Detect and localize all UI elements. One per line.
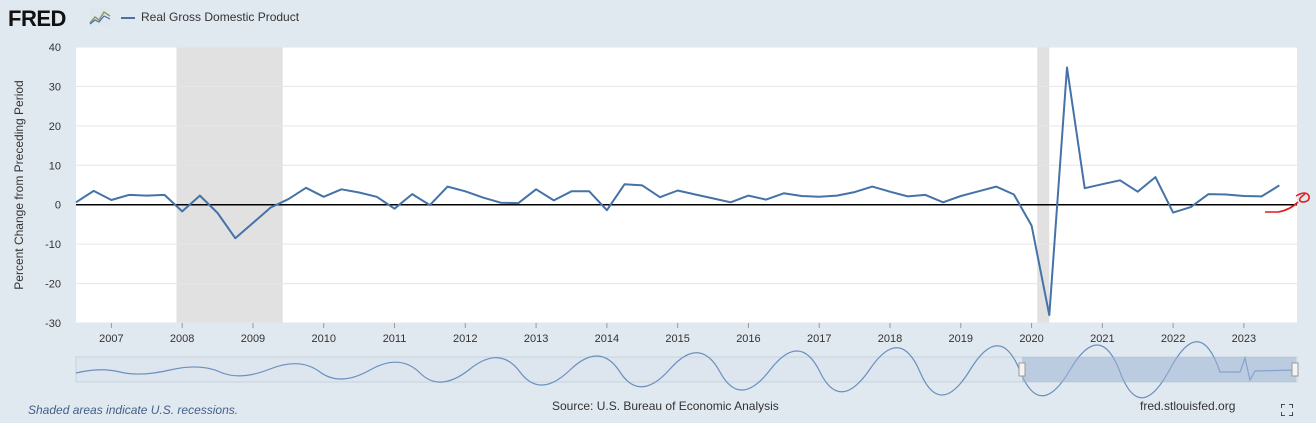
x-tick-label-2018: 2018 [878,333,902,345]
x-tick-label-2015: 2015 [665,333,689,345]
x-tick-label-2021: 2021 [1090,333,1114,345]
x-tick-label-2022: 2022 [1161,333,1185,345]
legend[interactable]: Real Gross Domestic Product [121,10,299,24]
y-axis-ticks: -30 -20 -10 0 10 20 30 40 [45,42,61,330]
navigator-left-handle[interactable] [1018,362,1026,377]
x-tick-label-2007: 2007 [99,333,123,345]
recession-band-1 [1037,47,1050,323]
y-tick-label-10: 10 [49,160,61,172]
pen-annotation [1265,192,1310,213]
navigator-right-handle[interactable] [1291,362,1299,377]
site-link[interactable]: fred.stlouisfed.org [1140,399,1236,413]
x-tick-label-2023: 2023 [1232,333,1256,345]
series-line-gdp[interactable] [75,66,1280,317]
y-axis-label: Percent Change from Preceding Period [12,80,26,289]
x-tick-label-2017: 2017 [807,333,831,345]
x-tick-label-2020: 2020 [1019,333,1043,345]
chart-line-icon [89,8,111,26]
x-tick-label-2013: 2013 [524,333,548,345]
fred-logo[interactable]: FRED [8,6,66,31]
x-tick-label-2012: 2012 [453,333,477,345]
x-tick-label-2014: 2014 [595,333,619,345]
y-tick-label--30: -30 [45,318,61,330]
y-tick-label--20: -20 [45,279,61,291]
x-tick-label-2010: 2010 [311,333,335,345]
y-tick-label--10: -10 [45,239,61,251]
y-tick-label-20: 20 [49,121,61,133]
navigator-selection[interactable] [1022,357,1296,382]
x-tick-label-2019: 2019 [949,333,973,345]
fullscreen-icon[interactable] [1281,404,1293,416]
recession-note: Shaded areas indicate U.S. recessions. [28,403,239,417]
legend-swatch [121,16,135,19]
y-tick-label-40: 40 [49,42,61,54]
x-tick-label-2011: 2011 [383,333,407,345]
y-tick-label-30: 30 [49,81,61,93]
legend-label: Real Gross Domestic Product [141,10,300,24]
recession-band-0 [176,47,283,323]
x-tick-label-2009: 2009 [241,333,265,345]
x-axis-ticks: 2007 2008 2009 2010 2011 2012 2013 2014 2015 2016… [99,323,1256,345]
x-tick-label-2008: 2008 [170,333,194,345]
source-note: Source: U.S. Bureau of Economic Analysis [552,399,779,413]
navigator-series [75,341,1298,399]
recession-bands [176,47,1050,323]
y-tick-label-0: 0 [55,200,61,212]
x-tick-label-2016: 2016 [736,333,760,345]
